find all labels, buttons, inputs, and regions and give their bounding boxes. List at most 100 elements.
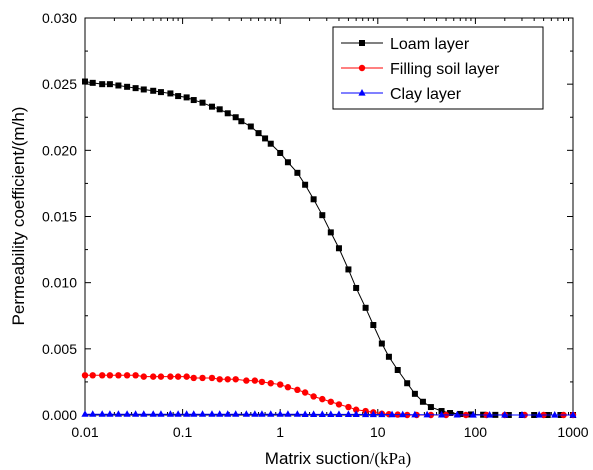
clay-layer-point <box>208 410 216 417</box>
filling-soil-layer-point <box>167 373 174 380</box>
clay-layer-point <box>362 410 370 418</box>
clay-layer-point <box>335 410 343 417</box>
loam-layer-point <box>385 353 392 360</box>
series-layer <box>81 78 577 419</box>
clay-layer-point <box>378 410 386 418</box>
filling-soil-layer-point <box>327 398 335 405</box>
clay-layer-point <box>301 410 309 417</box>
filling-soil-layer-point <box>224 376 231 383</box>
filling-soil-layer-line <box>85 374 573 416</box>
filling-soil-layer-point <box>98 372 106 379</box>
loam-layer-point <box>427 404 434 411</box>
clay-layer-point <box>251 410 259 417</box>
y-tick-label: 0.010 <box>42 275 77 291</box>
y-tick-label: 0.020 <box>42 142 77 158</box>
x-tick-label: 0.01 <box>71 424 98 440</box>
loam-layer-point <box>124 83 131 90</box>
loam-layer-point <box>345 266 352 273</box>
filling-soil-layer-point <box>174 373 182 380</box>
filling-soil-layer-point <box>251 377 259 384</box>
y-axis-label: Permeability coefficient/(m/h) <box>9 107 28 326</box>
legend-label: Loam layer <box>390 36 470 53</box>
loam-layer-point <box>327 229 334 236</box>
loam-layer-point <box>238 118 245 125</box>
filling-soil-layer-point <box>284 384 292 391</box>
loam-layer-point <box>394 367 401 374</box>
loam-layer-point <box>132 85 139 92</box>
clay-layer-point <box>369 410 377 418</box>
loam-layer-point <box>208 103 215 110</box>
clay-layer-point <box>453 410 461 418</box>
filling-soil-layer-point <box>208 374 216 382</box>
clay-layer-point <box>352 410 360 417</box>
filling-soil-layer-point <box>243 377 250 384</box>
clay-layer-point <box>198 410 207 417</box>
clay-layer-point <box>157 410 165 417</box>
x-tick-label: 100 <box>464 424 488 440</box>
filling-soil-layer-point <box>267 380 274 387</box>
series-filling-soil-layer <box>81 372 577 419</box>
filling-soil-layer-point <box>106 372 114 379</box>
clay-layer-point <box>423 410 431 418</box>
loam-layer-point <box>232 114 239 121</box>
loam-layer-point <box>447 410 454 417</box>
loam-layer-point <box>404 380 411 387</box>
legend-items: Loam layer Filling soil layer Clay layer <box>341 36 500 103</box>
clay-layer-point <box>114 410 123 417</box>
clay-layer-point <box>166 410 175 417</box>
clay-layer-point <box>81 410 89 417</box>
loam-layer-point <box>157 89 164 96</box>
clay-layer-point <box>327 410 335 417</box>
filling-soil-layer-point <box>123 372 131 379</box>
loam-layer-point <box>255 130 262 137</box>
clay-layer-point <box>106 410 114 417</box>
loam-layer-point <box>284 159 291 166</box>
x-tick-label: 1000 <box>557 424 588 440</box>
loam-layer-point <box>457 410 464 417</box>
loam-layer-point <box>411 390 418 397</box>
x-tick-label: 0.1 <box>173 424 193 440</box>
loam-layer-point <box>89 79 96 86</box>
axis-ticks: 0.01 0.1 1 10 100 1000 0.000 0.005 0.010 0.015 0.0… <box>42 10 589 440</box>
clay-layer-point <box>501 411 509 418</box>
filling-soil-layer-point <box>335 401 343 408</box>
x-tick-label: 1 <box>276 424 284 440</box>
clay-layer-point <box>276 410 284 417</box>
loam-layer-point <box>150 87 157 94</box>
filling-soil-layer-point <box>258 378 266 386</box>
series-loam-layer <box>82 78 576 418</box>
filling-soil-layer-point <box>190 374 197 382</box>
filling-soil-layer-point <box>81 372 89 379</box>
y-tick-label: 0.000 <box>42 407 77 423</box>
clay-layer-point <box>123 410 131 417</box>
clay-layer-point <box>284 410 292 417</box>
loam-layer-point <box>224 110 231 117</box>
filling-soil-layer-point <box>301 389 309 396</box>
legend: Loam layer Filling soil layer Clay layer <box>332 26 544 110</box>
series-clay-layer <box>81 410 577 418</box>
loam-layer-point <box>467 411 474 418</box>
filling-soil-layer-point <box>89 372 96 379</box>
loam-layer-point <box>262 135 269 142</box>
loam-layer-point <box>310 196 317 203</box>
clay-layer-point <box>569 411 577 418</box>
loam-layer-point <box>335 245 342 252</box>
legend-marker <box>359 40 365 46</box>
filling-soil-layer-point <box>352 406 360 413</box>
loam-layer-point <box>267 140 274 147</box>
clay-layer-point <box>174 410 182 417</box>
filling-soil-layer-point <box>115 372 122 379</box>
legend-item-clay-layer: Clay layer <box>341 86 462 103</box>
loam-layer-point <box>370 322 377 329</box>
filling-soil-layer-point <box>310 393 317 400</box>
clay-layer-point <box>224 410 232 417</box>
legend-label: Clay layer <box>390 86 462 103</box>
y-tick-label: 0.025 <box>42 76 77 92</box>
clay-layer-point <box>267 410 275 417</box>
filling-soil-layer-point <box>183 373 190 380</box>
filling-soil-layer-point <box>150 373 157 380</box>
clay-layer-point <box>183 410 191 417</box>
x-axis-label-unit: /(kPa) <box>370 449 412 468</box>
loam-layer-point <box>99 81 106 88</box>
